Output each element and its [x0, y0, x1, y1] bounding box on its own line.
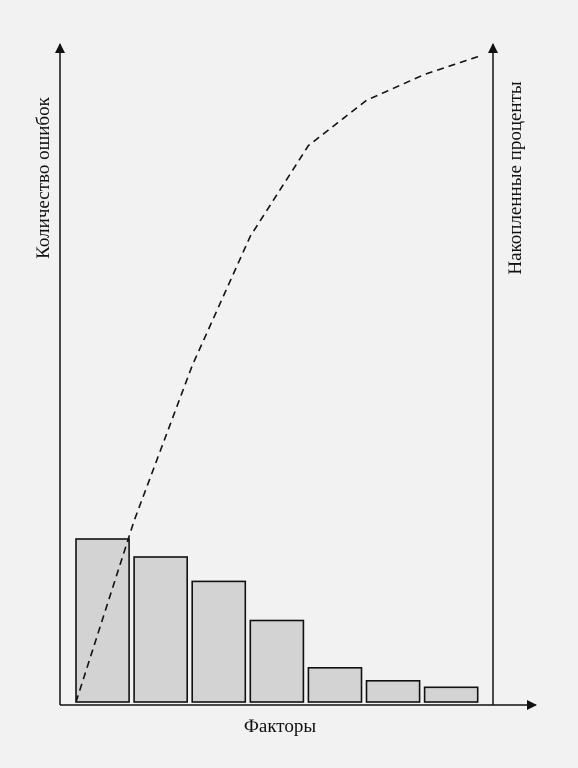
cumulative-line-group: [75, 54, 483, 703]
bars-group: [75, 538, 479, 703]
cumulative-percent-line: [75, 54, 483, 703]
bar-6: [365, 679, 421, 703]
bar-3: [191, 580, 247, 703]
bar-5: [307, 666, 363, 703]
x-axis-label: Факторы: [244, 716, 316, 737]
bar-7: [423, 686, 479, 703]
bar-2: [133, 556, 189, 703]
y-axis-right-label: Накопленные проценты: [505, 81, 526, 275]
y-axis-left-label: Количество ошибок: [33, 96, 54, 258]
bar-4: [249, 619, 305, 703]
